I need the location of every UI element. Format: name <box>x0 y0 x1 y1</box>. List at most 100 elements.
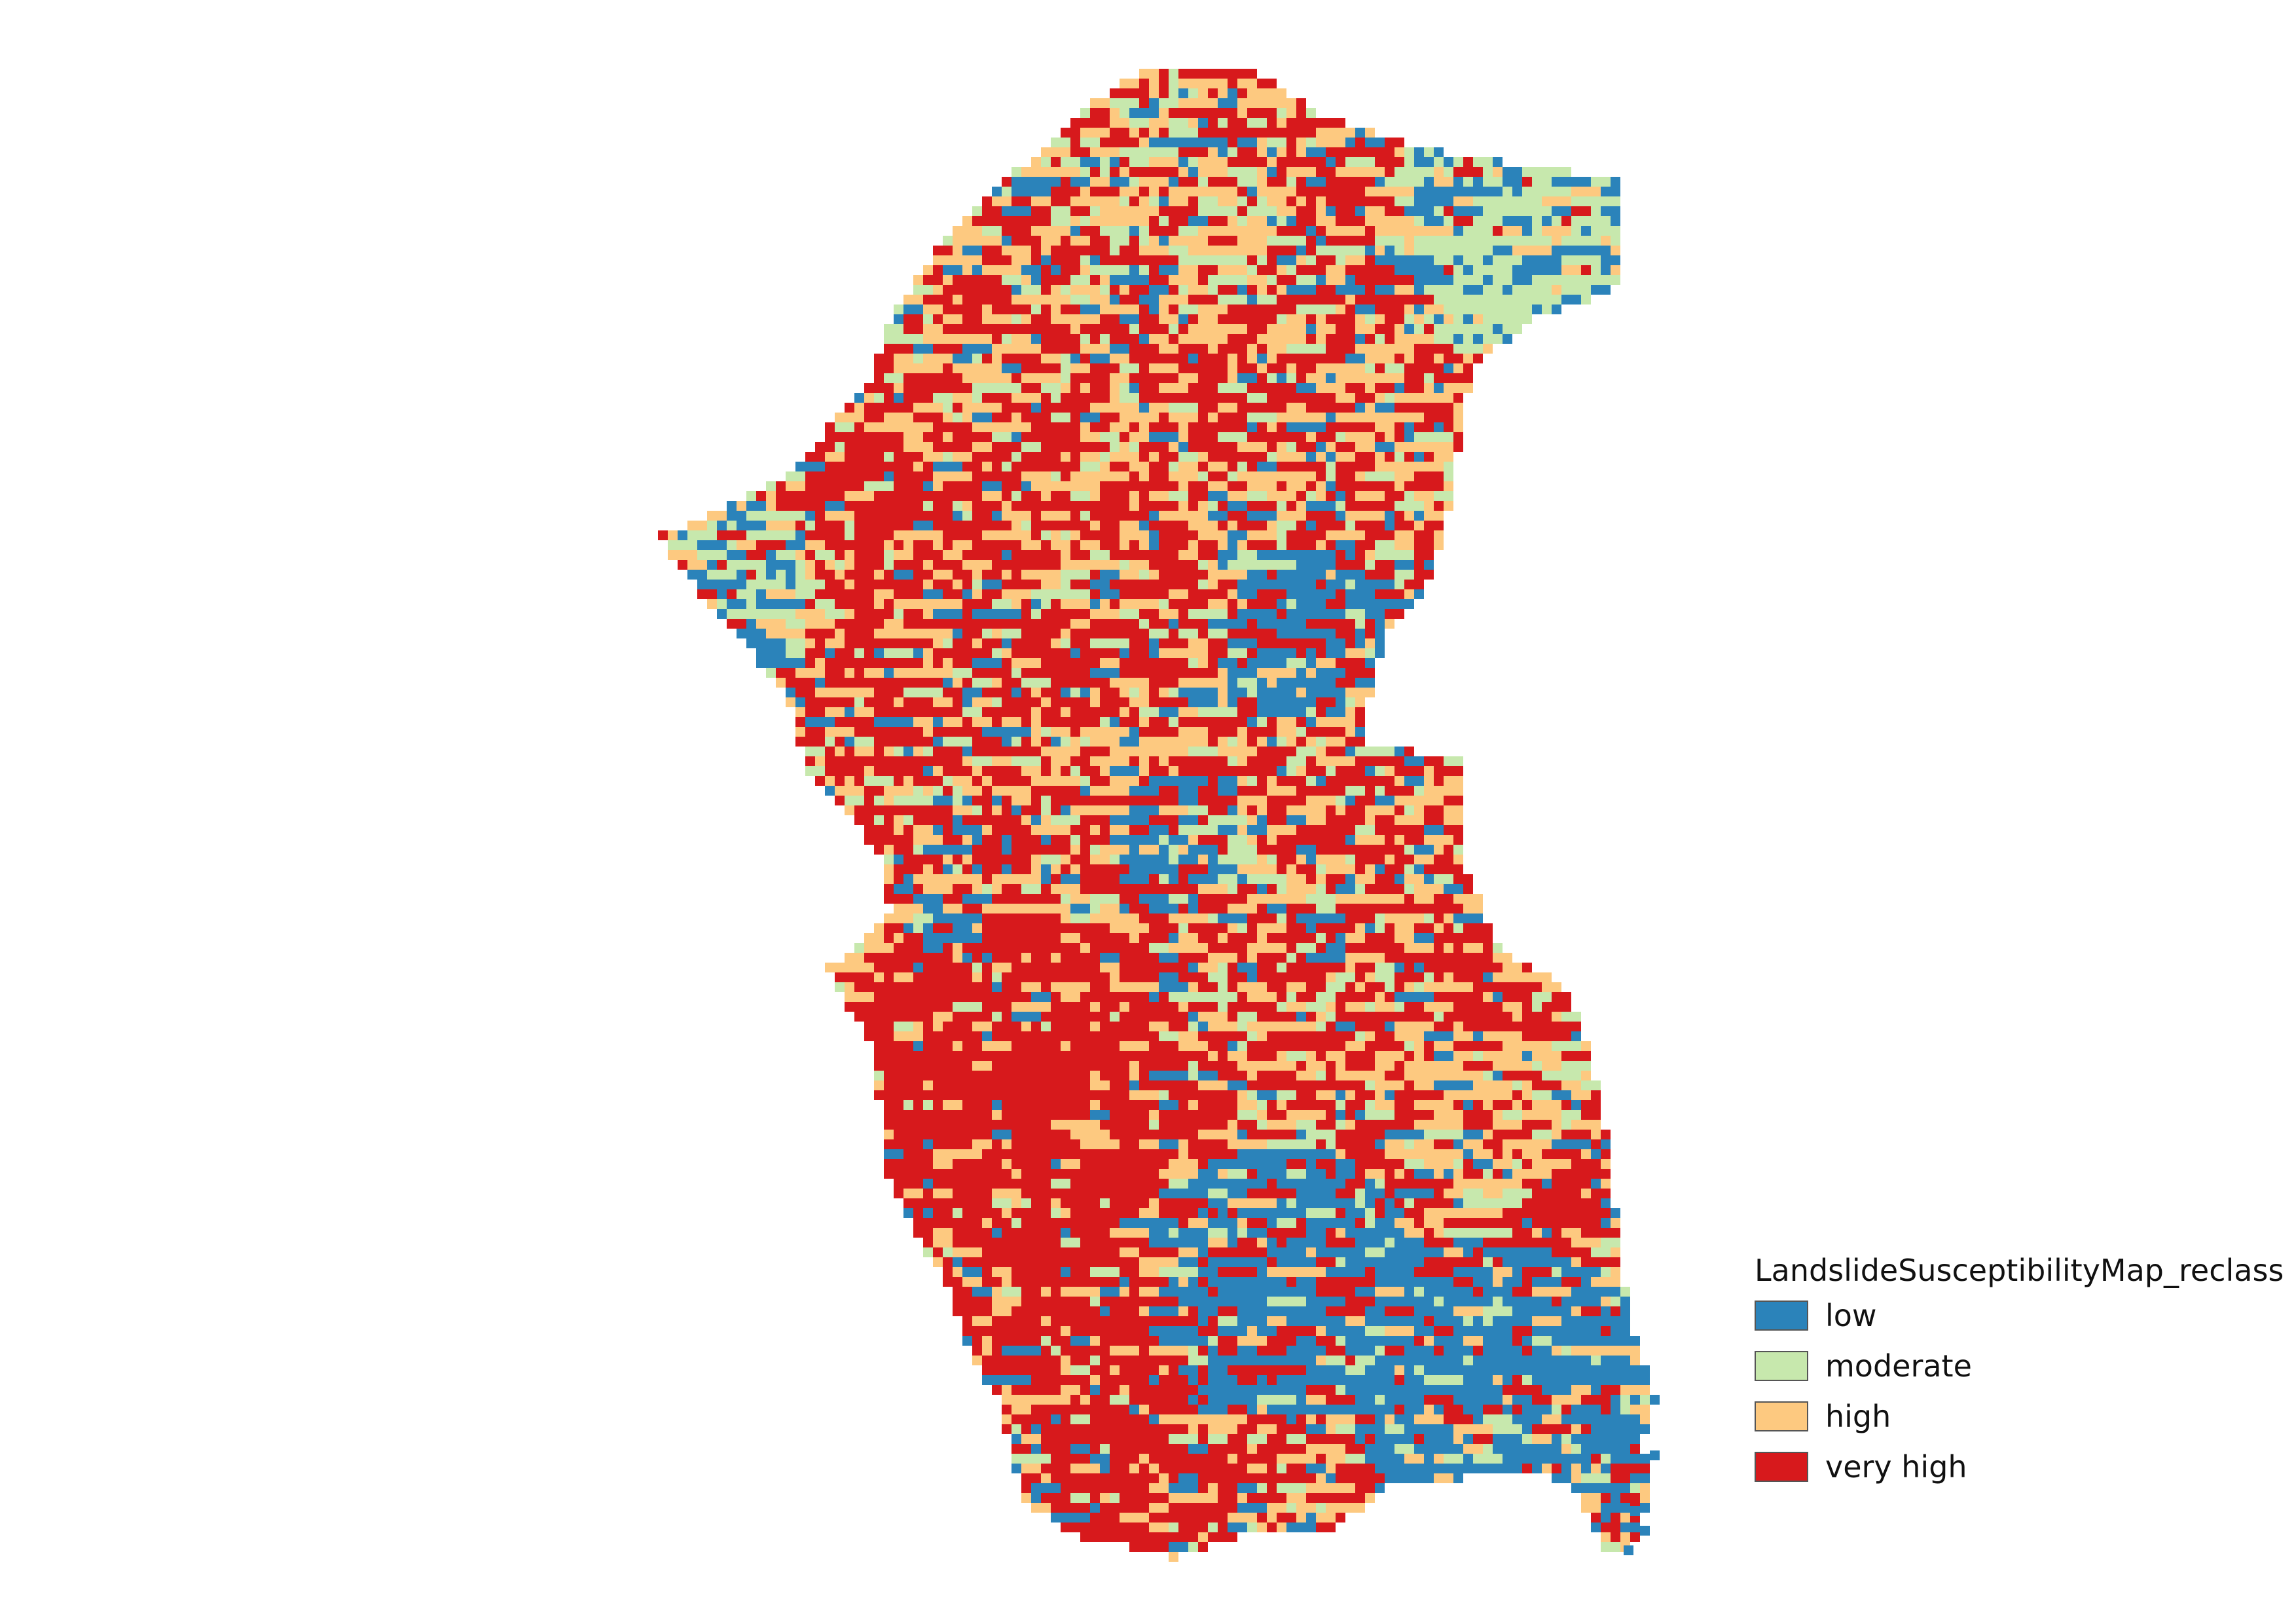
raster-cell <box>1002 363 1011 373</box>
raster-cell <box>1208 697 1218 707</box>
raster-cell <box>1110 491 1120 501</box>
raster-cell <box>1257 511 1267 521</box>
raster-cell <box>903 835 913 845</box>
raster-cell <box>1326 285 1336 295</box>
raster-cell <box>854 471 864 481</box>
raster-cell <box>776 648 786 658</box>
raster-cell <box>1110 776 1120 786</box>
raster-cell <box>1188 79 1198 88</box>
raster-cell <box>894 442 903 452</box>
raster-cell <box>727 619 737 629</box>
raster-cell <box>776 589 786 599</box>
raster-cell <box>1355 668 1365 678</box>
raster-cell <box>1257 304 1267 314</box>
raster-cell <box>1198 550 1208 560</box>
raster-cell <box>1306 216 1316 226</box>
raster-cell <box>1414 540 1424 550</box>
raster-cell <box>1031 167 1041 177</box>
raster-cell <box>815 540 825 550</box>
raster-cell <box>1404 560 1414 570</box>
raster-cell <box>1561 285 1571 295</box>
raster-cell <box>864 599 874 609</box>
raster-cell <box>943 334 953 344</box>
raster-cell <box>845 452 854 462</box>
raster-cell <box>1237 88 1247 98</box>
raster-cell <box>1198 128 1208 138</box>
raster-cell <box>992 246 1002 255</box>
raster-cell <box>992 285 1002 295</box>
raster-cell <box>1228 206 1237 216</box>
raster-cell <box>1218 570 1228 580</box>
raster-cell <box>1277 462 1286 471</box>
raster-cell <box>1434 314 1444 324</box>
raster-cell <box>1002 314 1011 324</box>
raster-cell <box>1257 422 1267 432</box>
raster-cell <box>1002 845 1011 855</box>
raster-cell <box>1031 255 1041 265</box>
raster-cell <box>1041 629 1051 638</box>
raster-cell <box>943 717 953 727</box>
raster-cell <box>1375 177 1385 187</box>
raster-cell <box>1169 334 1178 344</box>
raster-cell <box>1277 128 1286 138</box>
raster-cell <box>1228 363 1237 373</box>
raster-cell <box>746 491 756 501</box>
raster-cell <box>1080 776 1090 786</box>
raster-cell <box>1336 707 1345 717</box>
raster-cell <box>1375 580 1385 589</box>
raster-cell <box>1277 98 1286 108</box>
raster-cell <box>815 688 825 697</box>
raster-cell <box>1286 815 1296 825</box>
raster-cell <box>1139 295 1149 304</box>
raster-cell <box>1434 805 1444 815</box>
raster-cell <box>845 776 854 786</box>
raster-cell <box>874 373 884 383</box>
raster-cell <box>1198 570 1208 580</box>
raster-cell <box>786 658 795 668</box>
raster-cell <box>992 570 1002 580</box>
raster-cell <box>1326 619 1336 629</box>
raster-cell <box>923 855 933 864</box>
raster-cell <box>864 560 874 570</box>
raster-cell <box>1228 354 1237 363</box>
raster-cell <box>1237 471 1247 481</box>
raster-cell <box>1070 786 1080 796</box>
raster-cell <box>913 717 923 727</box>
raster-cell <box>1473 265 1483 275</box>
raster-cell <box>982 717 992 727</box>
raster-cell <box>1345 491 1355 501</box>
raster-cell <box>1208 648 1218 658</box>
raster-cell <box>795 697 805 707</box>
raster-cell <box>1031 629 1041 638</box>
raster-cell <box>1414 530 1424 540</box>
raster-cell <box>1129 776 1139 786</box>
raster-cell <box>923 864 933 874</box>
raster-cell <box>1100 678 1110 688</box>
raster-cell <box>795 550 805 560</box>
raster-cell <box>943 668 953 678</box>
raster-cell <box>1120 678 1129 688</box>
raster-cell <box>835 688 845 697</box>
raster-cell <box>874 766 884 776</box>
raster-cell <box>1031 648 1041 658</box>
raster-cell <box>815 550 825 560</box>
raster-cell <box>953 766 962 776</box>
raster-cell <box>1326 157 1336 167</box>
raster-cell <box>1394 815 1404 825</box>
raster-cell <box>933 304 943 314</box>
raster-cell <box>913 855 923 864</box>
raster-cell <box>1031 491 1041 501</box>
raster-cell <box>943 825 953 835</box>
raster-cell <box>1326 747 1336 756</box>
raster-cell <box>1316 658 1326 668</box>
raster-cell <box>737 599 746 609</box>
raster-cell <box>1110 658 1120 668</box>
raster-cell <box>1385 216 1394 226</box>
raster-cell <box>795 668 805 678</box>
raster-cell <box>737 530 746 540</box>
raster-cell <box>943 295 953 304</box>
raster-cell <box>1434 363 1444 373</box>
raster-cell <box>1002 835 1011 845</box>
raster-cell <box>1228 138 1237 147</box>
